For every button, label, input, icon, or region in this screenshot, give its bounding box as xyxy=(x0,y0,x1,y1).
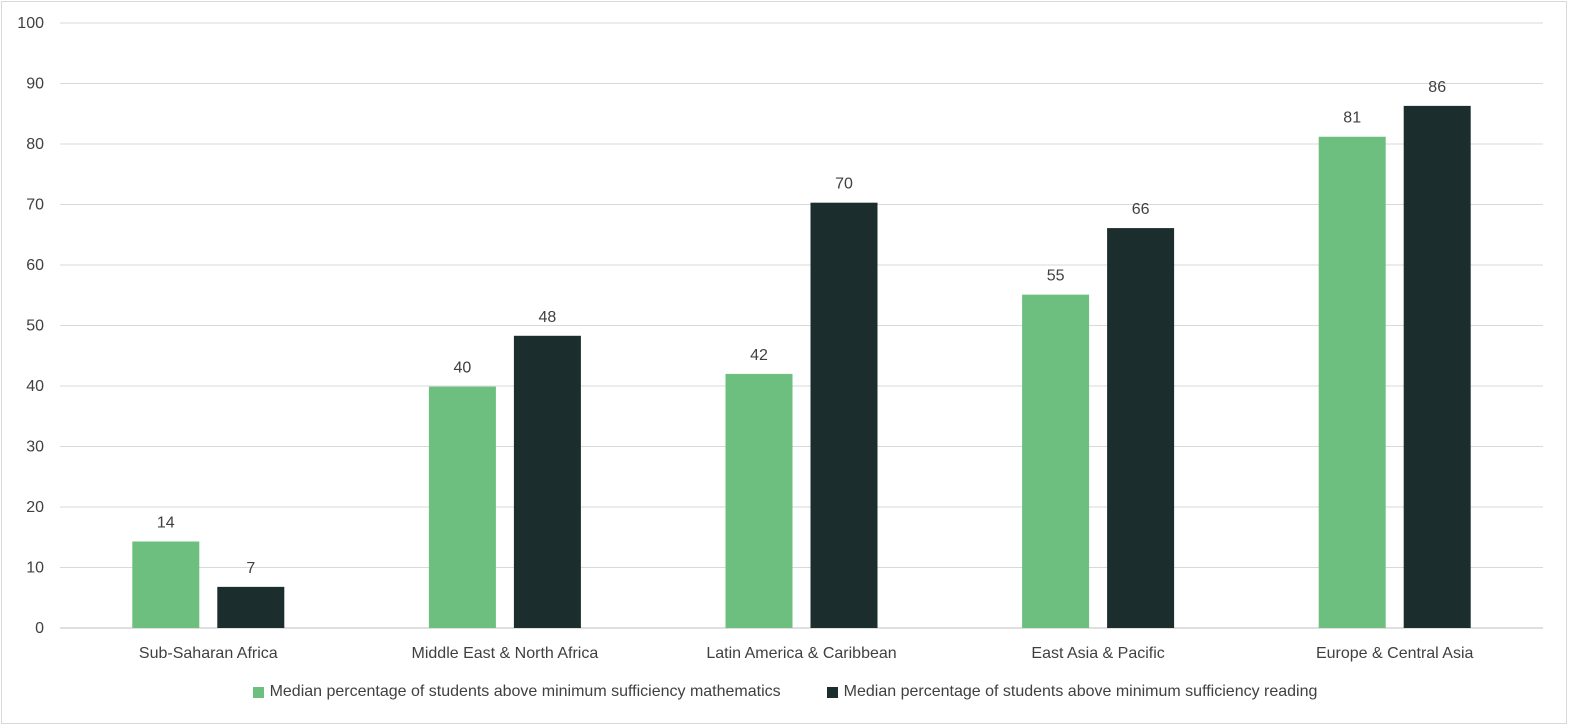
bar xyxy=(1107,228,1175,628)
bar xyxy=(725,373,793,628)
x-axis-categories: Sub-Saharan Africa Middle East & North Af… xyxy=(139,645,1474,662)
bar xyxy=(1403,105,1471,628)
x-category-label: Middle East & North Africa xyxy=(412,645,599,662)
data-label: 48 xyxy=(539,309,557,326)
y-tick-label: 10 xyxy=(26,560,44,577)
gridlines xyxy=(60,22,1543,629)
x-category-label: Europe & Central Asia xyxy=(1316,645,1474,662)
data-label: 66 xyxy=(1132,201,1150,218)
x-category-label: Sub-Saharan Africa xyxy=(139,645,278,662)
legend-swatch-reading xyxy=(826,686,838,698)
data-label: 40 xyxy=(454,360,472,377)
bar xyxy=(513,335,581,628)
bar xyxy=(428,386,496,628)
bar-chart: 0 10 20 30 40 50 60 70 80 90 100 14 7 40 48 42 70 55 66 81… xyxy=(17,15,1543,662)
y-tick-label: 30 xyxy=(26,439,44,456)
x-category-label: Latin America & Caribbean xyxy=(706,645,896,662)
x-category-label: East Asia & Pacific xyxy=(1031,645,1164,662)
y-tick-label: 20 xyxy=(26,499,44,516)
y-tick-label: 80 xyxy=(26,136,44,153)
legend-item-reading: Median percentage of students above mini… xyxy=(826,683,1318,701)
data-label: 42 xyxy=(750,347,768,364)
y-tick-label: 0 xyxy=(35,620,44,637)
y-tick-label: 90 xyxy=(26,76,44,93)
data-labels: 14 7 40 48 42 70 55 66 81 86 xyxy=(157,79,1446,577)
bars xyxy=(132,105,1471,629)
data-label: 86 xyxy=(1428,79,1446,96)
y-tick-label: 70 xyxy=(26,197,44,214)
legend: Median percentage of students above mini… xyxy=(0,683,1570,701)
legend-swatch-mathematics xyxy=(252,686,264,698)
legend-item-mathematics: Median percentage of students above mini… xyxy=(252,683,781,701)
data-label: 70 xyxy=(835,176,853,193)
data-label: 81 xyxy=(1343,110,1361,127)
legend-label-reading: Median percentage of students above mini… xyxy=(843,683,1318,700)
bar xyxy=(1022,294,1090,628)
bar xyxy=(132,541,200,628)
data-label: 14 xyxy=(157,514,175,531)
y-tick-label: 60 xyxy=(26,257,44,274)
y-tick-label: 50 xyxy=(26,318,44,335)
data-label: 7 xyxy=(246,560,255,577)
bar xyxy=(810,202,878,628)
y-axis-ticks: 0 10 20 30 40 50 60 70 80 90 100 xyxy=(17,15,44,637)
y-tick-label: 100 xyxy=(17,15,44,32)
bar xyxy=(1318,136,1386,629)
bar xyxy=(217,586,285,628)
legend-label-mathematics: Median percentage of students above mini… xyxy=(269,683,781,700)
data-label: 55 xyxy=(1047,268,1065,285)
y-tick-label: 40 xyxy=(26,378,44,395)
